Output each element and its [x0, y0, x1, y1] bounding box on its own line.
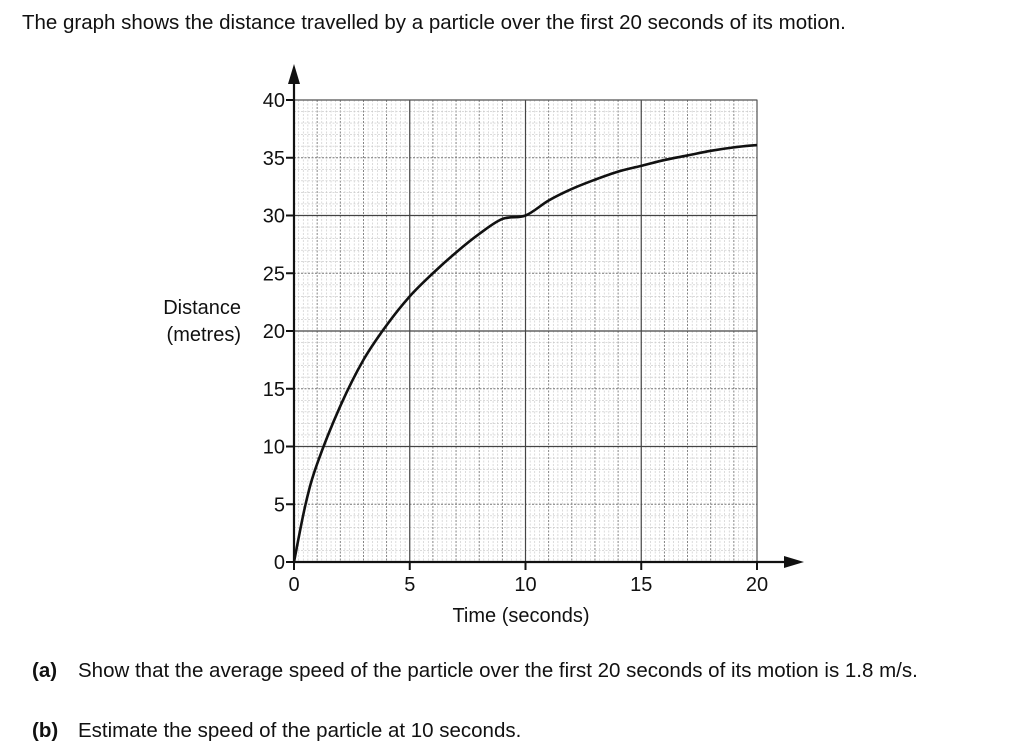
- y-axis-label-line-2: (metres): [167, 324, 241, 346]
- x-axis-arrow: [784, 556, 804, 568]
- distance-time-graph: 0 5 10 15 20 25 30 35 40 0 5 10 15 20 Distance (metr…: [163, 64, 804, 627]
- question-a: (a) Show that the average speed of the pa…: [32, 659, 918, 683]
- y-axis-label-line-1: Distance: [163, 297, 241, 319]
- y-tick-label: 35: [263, 148, 285, 170]
- y-tick-label: 25: [263, 263, 285, 285]
- y-axis-arrow: [288, 64, 300, 84]
- y-tick-label: 20: [263, 321, 285, 343]
- y-tick-label: 40: [263, 90, 285, 112]
- intro-text: The graph shows the distance travelled b…: [22, 11, 846, 34]
- y-tick-label: 30: [263, 206, 285, 228]
- distance-curve: [292, 143, 758, 563]
- x-tick-group: 0 5 10 15 20: [288, 562, 768, 596]
- x-tick-label: 20: [746, 574, 768, 596]
- axes: [288, 64, 804, 568]
- y-tick-label: 10: [263, 437, 285, 459]
- question-b-label: (b): [32, 719, 59, 742]
- question-b-text: Estimate the speed of the particle at 10…: [78, 719, 522, 742]
- y-tick-label: 15: [263, 379, 285, 401]
- x-tick-label: 0: [288, 574, 299, 596]
- y-tick-label: 5: [274, 494, 285, 516]
- x-axis-label: Time (seconds): [452, 605, 589, 627]
- question-a-text: Show that the average speed of the parti…: [78, 659, 918, 682]
- question-a-label: (a): [32, 659, 58, 682]
- x-tick-label: 15: [630, 574, 652, 596]
- x-tick-label: 10: [514, 574, 536, 596]
- y-tick-group: 0 5 10 15 20 25 30 35 40: [263, 90, 294, 574]
- x-tick-label: 5: [404, 574, 415, 596]
- question-b: (b) Estimate the speed of the particle at…: [32, 719, 521, 743]
- y-tick-label: 0: [274, 552, 285, 574]
